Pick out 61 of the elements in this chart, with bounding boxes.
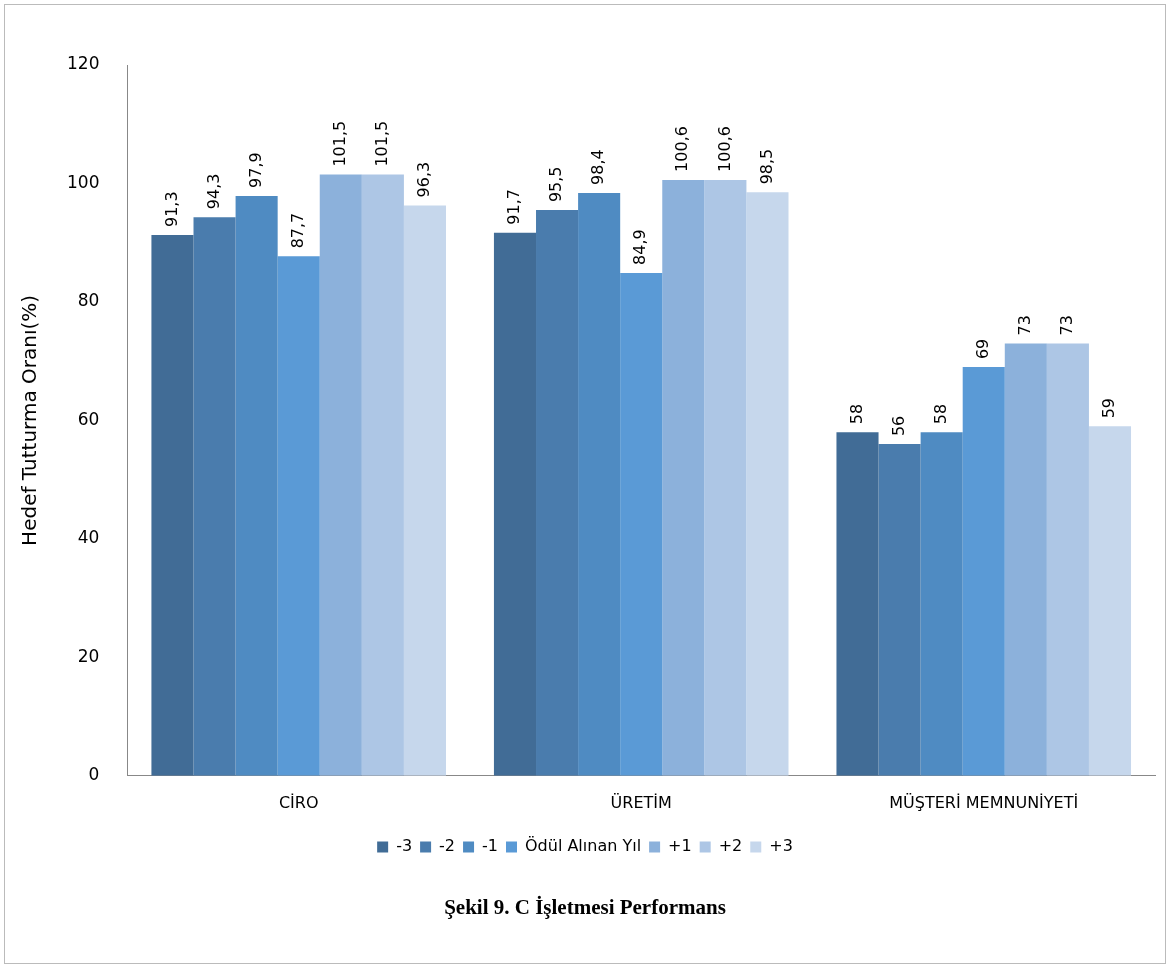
data-label: 95,5 xyxy=(546,166,566,203)
y-tick-label: 80 xyxy=(77,290,100,311)
bar xyxy=(920,432,963,776)
bar xyxy=(746,192,789,776)
bar xyxy=(493,232,537,776)
data-label: 100,6 xyxy=(672,126,692,172)
y-axis-title: Hedef Tutturma Oranı(%) xyxy=(17,294,42,546)
legend-label: +3 xyxy=(769,836,793,856)
bar xyxy=(704,179,747,776)
bar xyxy=(878,444,921,776)
y-tick-label: 60 xyxy=(77,408,100,429)
bar xyxy=(319,174,362,776)
data-label: 96,3 xyxy=(414,161,434,198)
bar xyxy=(1088,426,1132,776)
bar xyxy=(361,174,404,776)
data-label: 98,4 xyxy=(588,149,608,185)
y-tick-label: 0 xyxy=(88,764,100,785)
bar xyxy=(536,210,579,776)
data-label: 59 xyxy=(1099,397,1119,419)
x-tick-label: MÜŞTERİ MEMNUNİYETİ xyxy=(889,792,1079,812)
legend-label: -1 xyxy=(482,836,498,856)
data-label: 101,5 xyxy=(329,120,349,167)
legend-label: Ödül Alınan Yıl xyxy=(525,836,642,856)
legend-label: -2 xyxy=(439,836,456,856)
y-tick-label: 20 xyxy=(77,645,100,666)
bar xyxy=(403,205,446,776)
data-label: 73 xyxy=(1057,315,1077,336)
data-label: 73 xyxy=(1014,315,1034,336)
data-label: 91,3 xyxy=(161,191,181,227)
data-label: 91,7 xyxy=(504,189,524,225)
bar xyxy=(277,256,320,776)
bar xyxy=(836,432,879,776)
bar xyxy=(662,179,705,776)
legend-label: +1 xyxy=(668,836,692,856)
legend-label: +2 xyxy=(718,836,743,856)
bar xyxy=(1046,343,1089,776)
x-tick-label: ÜRETİM xyxy=(610,792,672,812)
y-tick-label: 40 xyxy=(77,527,100,548)
bar xyxy=(962,367,1005,776)
bar xyxy=(578,192,621,776)
data-label: 87,7 xyxy=(287,212,307,249)
y-tick-label: 100 xyxy=(66,171,100,192)
bar xyxy=(235,195,278,776)
y-tick-label: 120 xyxy=(66,53,100,74)
data-label: 58 xyxy=(930,403,950,425)
bar xyxy=(193,217,236,776)
data-label: 97,9 xyxy=(245,152,265,188)
x-tick-label: CİRO xyxy=(278,792,319,812)
data-label: 56 xyxy=(888,415,908,437)
bar xyxy=(1004,343,1047,776)
data-label: 69 xyxy=(972,338,992,360)
data-label: 84,9 xyxy=(630,229,650,265)
data-label: 94,3 xyxy=(203,173,223,210)
data-label: 58 xyxy=(846,403,866,425)
bar xyxy=(151,235,194,776)
text: Şekil 9. C İşletmesi Performans xyxy=(443,895,727,920)
bar xyxy=(620,272,663,776)
data-label: 101,5 xyxy=(372,120,392,167)
legend-label: -3 xyxy=(396,836,413,856)
data-label: 100,6 xyxy=(714,126,734,172)
data-label: 98,5 xyxy=(756,148,776,185)
